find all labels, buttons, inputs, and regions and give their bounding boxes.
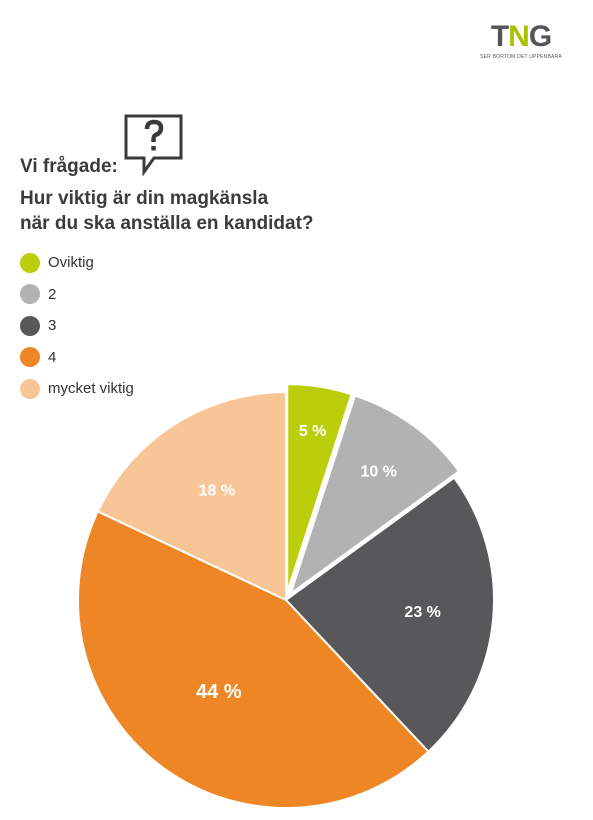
pie-slice [96,390,287,602]
legend-label: 3 [48,317,57,335]
logo-tagline: SER BORTOM DET UPPENBARA [480,54,562,60]
brand-logo: TNG SER BORTOM DET UPPENBARA [480,22,562,61]
question-text: Hur viktig är din magkänsla när du ska a… [20,186,420,236]
slice-data-label: 23 % [404,604,440,621]
legend-swatch [20,315,40,336]
legend-item: mycket viktig [20,373,134,405]
slice-data-label: 18 % [199,482,235,499]
legend-label: Oviktig [48,254,94,272]
logo-letter-t: T [490,20,509,53]
legend-item: 2 [20,279,134,311]
legend-item: 4 [20,342,134,374]
legend-label: 4 [48,348,57,366]
legend-swatch [20,252,40,273]
pie-slice [288,394,461,597]
pie-slice [77,510,430,809]
legend-swatch [20,378,40,399]
slice-data-label: 5 % [299,423,327,440]
legend-label: 2 [48,285,57,303]
slice-data-label: 10 % [360,464,396,481]
chart-legend: Oviktig 2 3 4 mycket viktig [20,247,134,405]
legend-label: mycket viktig [48,380,134,398]
logo-letter-n: N [508,20,530,53]
slice-data-label: 44 % [196,681,242,703]
question-line-1: Hur viktig är din magkänsla [20,188,269,209]
logo-mark: TNG [480,22,562,52]
legend-item: Oviktig [20,247,134,279]
legend-swatch [20,284,40,305]
question-bubble-icon [124,114,183,176]
logo-letter-g: G [528,20,552,53]
question-intro: Vi frågade: [20,156,118,177]
pie-slice [286,383,353,593]
question-line-2: när du ska anställa en kandidat? [20,213,314,234]
pie-slice [284,476,495,754]
legend-item: 3 [20,310,134,342]
legend-swatch [20,347,40,368]
